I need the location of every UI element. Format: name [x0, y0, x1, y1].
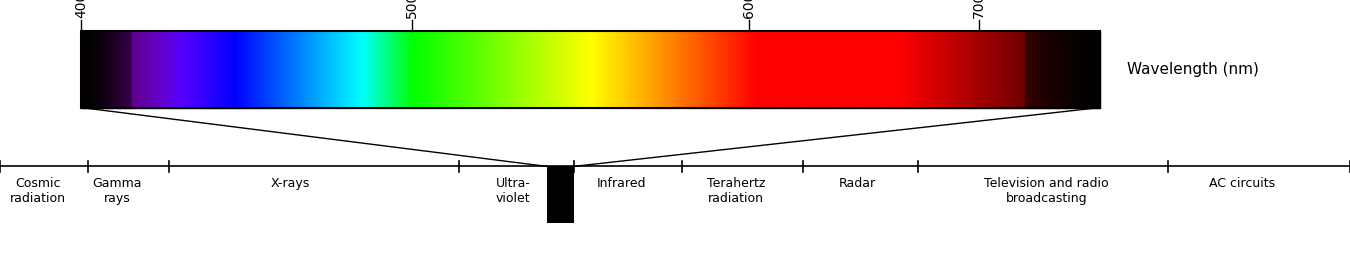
Bar [81, 31, 1100, 108]
Text: Cosmic
radiation: Cosmic radiation [9, 177, 66, 205]
Text: AC circuits: AC circuits [1210, 177, 1274, 190]
Text: Ultra-
violet: Ultra- violet [495, 177, 531, 205]
Text: 600: 600 [743, 0, 756, 18]
Text: 500: 500 [405, 0, 418, 18]
Text: Infrared: Infrared [597, 177, 645, 190]
Text: X-rays: X-rays [270, 177, 310, 190]
Text: Gamma
rays: Gamma rays [93, 177, 142, 205]
Text: Radar: Radar [838, 177, 876, 190]
Text: 400: 400 [74, 0, 88, 18]
Bar [81, 31, 1100, 108]
Text: Television and radio
broadcasting: Television and radio broadcasting [984, 177, 1108, 205]
Bar [547, 166, 574, 223]
Text: 700: 700 [972, 0, 986, 18]
Text: Terahertz
radiation: Terahertz radiation [706, 177, 765, 205]
Text: Wavelength (nm): Wavelength (nm) [1127, 62, 1260, 77]
